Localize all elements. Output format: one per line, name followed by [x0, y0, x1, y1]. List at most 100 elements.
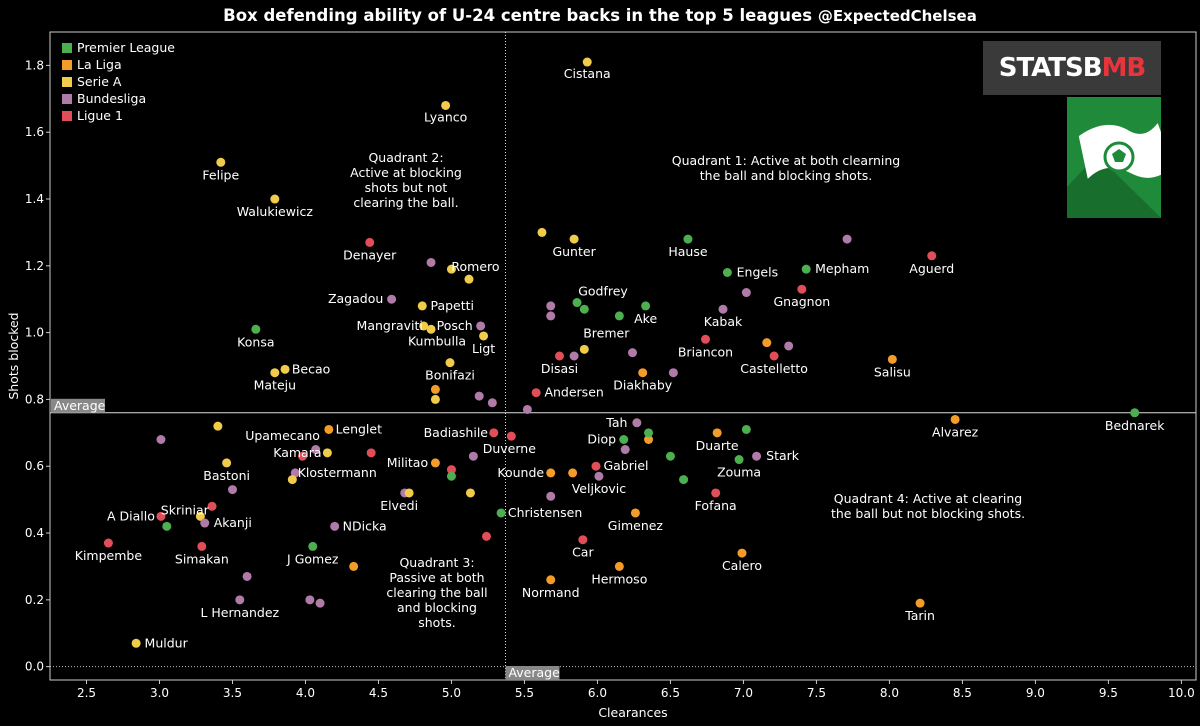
point-label: Becao: [292, 361, 330, 376]
data-point-bundesliga: [522, 404, 532, 414]
quadrant-2-note: Active at blocking: [350, 165, 462, 180]
point-label: Mepham: [815, 261, 869, 276]
data-point-serie-a: [216, 157, 226, 167]
data-point-la-liga: [430, 384, 440, 394]
x-tick-label: 9.0: [1026, 686, 1045, 700]
quadrant-4-note: the ball but not blocking shots.: [831, 506, 1025, 521]
x-tick-label: 5.0: [442, 686, 461, 700]
point-label: Simakan: [175, 551, 229, 566]
data-point-bundesliga: [156, 435, 166, 445]
data-point-ligue-1: [366, 448, 376, 458]
point-label: Godfrey: [578, 284, 628, 299]
point-label: Tah: [605, 415, 627, 430]
data-point-serie-a: [213, 421, 223, 431]
y-tick-label: 1.8: [25, 58, 44, 72]
data-point-ligue-1: [482, 531, 492, 541]
data-point-bundesliga: [315, 598, 325, 608]
data-point-serie-a: [582, 57, 592, 67]
legend-label: Premier League: [77, 40, 175, 55]
quadrant-1-note: the ball and blocking shots.: [700, 168, 872, 183]
data-point-serie-a: [430, 394, 440, 404]
point-label: J Gomez: [286, 551, 339, 566]
y-tick-label: 0.6: [25, 459, 44, 473]
data-point-bundesliga: [594, 471, 604, 481]
data-point-la-liga: [712, 428, 722, 438]
legend-label: Bundesliga: [77, 91, 147, 106]
data-point-serie-a: [222, 458, 232, 468]
data-point-ligue-1: [927, 251, 937, 261]
point-label: NDicka: [343, 518, 387, 533]
point-label: Felipe: [202, 167, 239, 182]
quadrant-3-note: and blocking: [397, 600, 477, 615]
data-point-bundesliga: [741, 288, 751, 298]
point-label: Kimpembe: [75, 548, 143, 563]
point-label: Engels: [737, 264, 778, 279]
point-label: Denayer: [343, 247, 397, 262]
point-label: Diakhaby: [613, 378, 673, 393]
data-point-bundesliga: [546, 491, 556, 501]
data-point-serie-a: [569, 234, 579, 244]
data-point-bundesliga: [569, 351, 579, 361]
data-point-ligue-1: [531, 388, 541, 398]
point-label: Zouma: [717, 465, 761, 480]
data-point-premier-league: [722, 267, 732, 277]
x-tick-label: 4.0: [296, 686, 315, 700]
data-point-premier-league: [308, 541, 318, 551]
point-label: Tarin: [904, 608, 935, 623]
point-label: Andersen: [544, 385, 603, 400]
x-tick-label: 9.5: [1099, 686, 1118, 700]
data-point-ligue-1: [554, 351, 564, 361]
point-label: L Hernandez: [200, 605, 279, 620]
data-point-ligue-1: [197, 541, 207, 551]
data-point-bundesliga: [668, 368, 678, 378]
data-point-bundesliga: [330, 521, 340, 531]
data-point-serie-a: [445, 358, 455, 368]
point-label: Veljkovic: [572, 481, 627, 496]
data-point-ligue-1: [103, 538, 113, 548]
data-point-bundesliga: [627, 348, 637, 358]
data-point-bundesliga: [227, 485, 237, 495]
data-point-serie-a: [287, 475, 297, 485]
data-point-premier-league: [446, 471, 456, 481]
data-point-premier-league: [679, 475, 689, 485]
data-point-serie-a: [426, 324, 436, 334]
quadrant-3-note: shots.: [418, 615, 455, 630]
quadrant-2-note: shots but not: [365, 180, 448, 195]
data-point-bundesliga: [242, 571, 252, 581]
legend-swatch: [62, 42, 72, 53]
point-label: Castelletto: [740, 361, 808, 376]
data-point-serie-a: [419, 321, 429, 331]
point-label: Calero: [722, 558, 762, 573]
x-axis-title: Clearances: [598, 705, 667, 720]
data-point-la-liga: [546, 575, 556, 585]
point-label: Fofana: [695, 498, 737, 513]
point-label: Kamara: [273, 445, 321, 460]
point-label: Romero: [451, 259, 499, 274]
data-point-premier-league: [496, 508, 506, 518]
data-point-premier-league: [741, 424, 751, 434]
data-point-bundesliga: [842, 234, 852, 244]
data-point-ligue-1: [578, 535, 588, 545]
y-tick-label: 1.4: [25, 192, 44, 206]
data-point-premier-league: [572, 298, 582, 308]
point-label: Disasi: [541, 361, 578, 376]
point-label: Papetti: [430, 298, 474, 313]
data-point-serie-a: [417, 301, 427, 311]
data-point-ligue-1: [207, 501, 217, 511]
legend-label: Serie A: [77, 74, 122, 89]
data-point-premier-league: [665, 451, 675, 461]
legend-item: La Liga: [62, 56, 175, 73]
data-point-bundesliga: [426, 257, 436, 267]
legend-item: Ligue 1: [62, 107, 175, 124]
point-label: Ake: [634, 311, 657, 326]
x-tick-label: 5.5: [515, 686, 534, 700]
point-label: Briancon: [678, 344, 733, 359]
point-label: Duverne: [483, 441, 536, 456]
data-point-la-liga: [430, 458, 440, 468]
legend-label: Ligue 1: [77, 108, 123, 123]
data-point-bundesliga: [474, 391, 484, 401]
legend-swatch: [62, 110, 72, 121]
data-point-premier-league: [1130, 408, 1140, 418]
y-average-tag-bg: [51, 398, 105, 413]
x-tick-label: 10.0: [1168, 686, 1195, 700]
